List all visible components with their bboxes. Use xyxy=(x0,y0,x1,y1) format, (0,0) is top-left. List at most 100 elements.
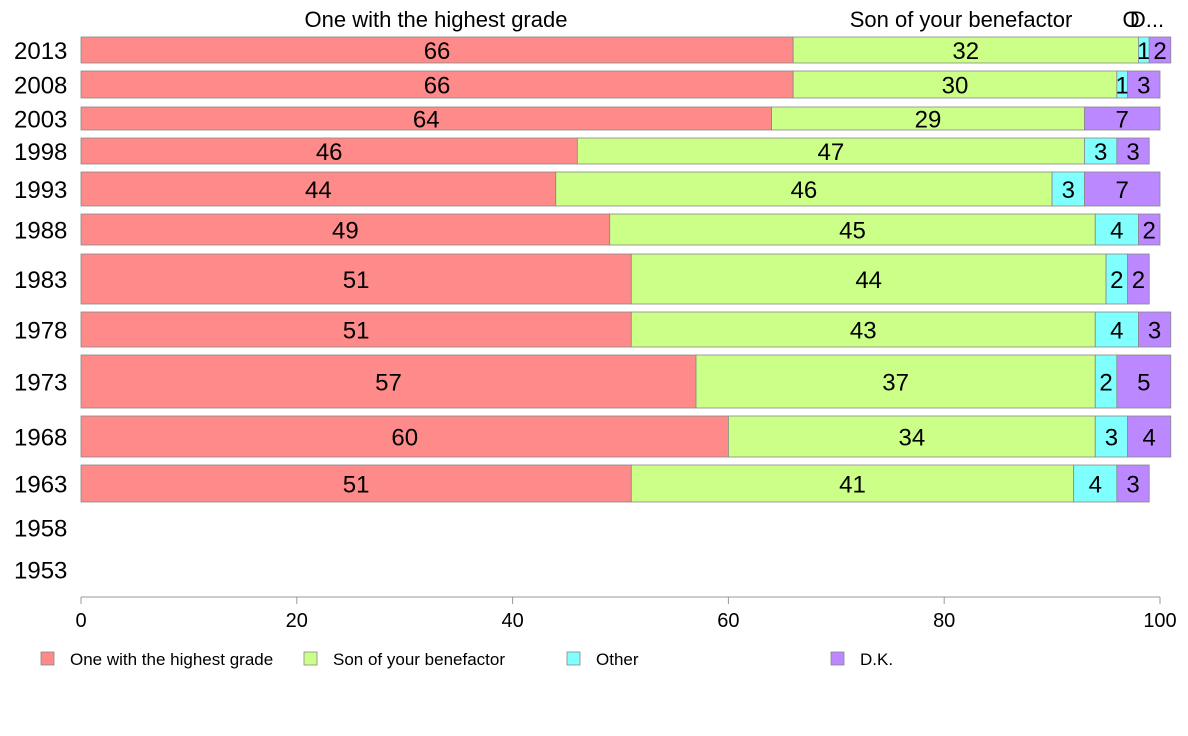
x-tick-label-100: 100 xyxy=(1143,610,1176,632)
bar-segment-1998-s1 xyxy=(576,137,1085,165)
data-label-1978-s1: 43 xyxy=(850,318,877,345)
bar-segment-1993-s3 xyxy=(1084,171,1161,207)
data-label-1973-s0: 57 xyxy=(375,370,402,397)
year-label-1973: 1973 xyxy=(14,370,67,397)
data-label-2013-s2: 1 xyxy=(1137,38,1150,65)
bar-segment-1983-s1 xyxy=(630,253,1107,305)
legend: One with the highest grade Son of your be… xyxy=(40,650,893,669)
bar-segment-1988-s2 xyxy=(1094,213,1139,246)
year-label-1993: 1993 xyxy=(14,177,67,204)
data-label-2003-s0: 64 xyxy=(413,107,440,134)
bar-segment-1978-s3 xyxy=(1138,311,1172,348)
legend-swatch-0 xyxy=(40,651,55,666)
year-label-1958: 1958 xyxy=(14,516,67,543)
data-label-1998-s1: 47 xyxy=(818,139,845,166)
data-label-1988-s0: 49 xyxy=(332,218,359,245)
data-label-1963-s1: 41 xyxy=(839,472,866,499)
data-label-1993-s2: 3 xyxy=(1062,177,1075,204)
bar-segment-2003-s3 xyxy=(1084,106,1161,131)
column-headers: One with the highest grade Son of your b… xyxy=(305,7,1165,32)
data-label-2003-s1: 29 xyxy=(915,107,942,134)
legend-label-2: Other xyxy=(596,650,639,669)
year-label-2013: 2013 xyxy=(14,38,67,65)
x-tick-label-80: 80 xyxy=(933,610,955,632)
data-label-1963-s0: 51 xyxy=(343,472,370,499)
data-label-1983-s3: 2 xyxy=(1132,267,1145,294)
bar-segment-1968-s3 xyxy=(1127,415,1172,458)
data-label-1998-s2: 3 xyxy=(1094,139,1107,166)
data-label-1968-s1: 34 xyxy=(898,425,925,452)
year-label-1983: 1983 xyxy=(14,267,67,294)
bar-segment-1963-s0 xyxy=(80,464,632,503)
legend-label-1: Son of your benefactor xyxy=(333,650,505,669)
x-tick-label-40: 40 xyxy=(501,610,523,632)
bar-segment-2008-s0 xyxy=(80,70,794,99)
data-label-1963-s2: 4 xyxy=(1089,472,1102,499)
bar-segment-1998-s3 xyxy=(1116,137,1150,165)
data-label-2008-s0: 66 xyxy=(424,73,451,100)
data-label-1988-s2: 4 xyxy=(1110,218,1123,245)
bar-segment-1973-s0 xyxy=(80,354,697,409)
x-tick-label-60: 60 xyxy=(717,610,739,632)
year-label-1963: 1963 xyxy=(14,472,67,499)
bar-segment-1963-s3 xyxy=(1116,464,1150,503)
data-label-1963-s3: 3 xyxy=(1126,472,1139,499)
data-label-1968-s2: 3 xyxy=(1105,425,1118,452)
x-tick-label-0: 0 xyxy=(75,610,86,632)
data-label-1973-s2: 2 xyxy=(1099,370,1112,397)
data-label-1968-s0: 60 xyxy=(391,425,418,452)
bar-segment-1998-s0 xyxy=(80,137,578,165)
data-label-1993-s1: 46 xyxy=(791,177,818,204)
data-label-1998-s0: 46 xyxy=(316,139,343,166)
bar-segment-1978-s2 xyxy=(1094,311,1139,348)
data-label-1978-s3: 3 xyxy=(1148,318,1161,345)
bar-segment-1993-s1 xyxy=(555,171,1053,207)
year-label-1968: 1968 xyxy=(14,425,67,452)
legend-label-3: D.K. xyxy=(860,650,893,669)
data-label-1978-s0: 51 xyxy=(343,318,370,345)
x-tick-label-20: 20 xyxy=(286,610,308,632)
column-header-dk: D... xyxy=(1130,7,1164,32)
column-header-highest-grade: One with the highest grade xyxy=(305,7,568,32)
bar-segment-1963-s2 xyxy=(1073,464,1118,503)
legend-swatch-3 xyxy=(830,651,845,666)
year-label-1988: 1988 xyxy=(14,218,67,245)
bar-segment-1988-s1 xyxy=(609,213,1096,246)
bar-segment-2008-s3 xyxy=(1127,70,1161,99)
bar-segment-1998-s2 xyxy=(1084,137,1118,165)
data-label-2003-s3: 7 xyxy=(1116,107,1129,134)
data-label-1983-s2: 2 xyxy=(1110,267,1123,294)
data-label-1973-s3: 5 xyxy=(1137,370,1150,397)
data-label-2008-s1: 30 xyxy=(942,73,969,100)
bar-segment-1963-s1 xyxy=(630,464,1075,503)
year-label-2003: 2003 xyxy=(14,107,67,134)
year-label-1998: 1998 xyxy=(14,139,67,166)
data-label-1993-s0: 44 xyxy=(305,177,332,204)
bar-segment-2013-s3 xyxy=(1148,36,1172,64)
data-label-2013-s3: 2 xyxy=(1153,38,1166,65)
data-label-1983-s0: 51 xyxy=(343,267,370,294)
year-label-1978: 1978 xyxy=(14,318,67,345)
column-header-other: O xyxy=(1122,7,1139,32)
data-label-1983-s1: 44 xyxy=(855,267,882,294)
bars-layer: 66 32 1 266 30 1 364 29 746 47 3 344 46 3 749 45 4 251 44 2… xyxy=(80,36,1172,503)
bar-segment-1968-s1 xyxy=(728,415,1096,458)
data-label-1973-s1: 37 xyxy=(882,370,909,397)
data-label-2013-s0: 66 xyxy=(424,38,451,65)
bar-segment-1978-s0 xyxy=(80,311,632,348)
data-label-2008-s3: 3 xyxy=(1137,73,1150,100)
year-label-2008: 2008 xyxy=(14,73,67,100)
bar-segment-1973-s3 xyxy=(1116,354,1172,409)
data-label-2013-s1: 32 xyxy=(952,38,979,65)
legend-label-0: One with the highest grade xyxy=(70,650,273,669)
bar-segment-2013-s1 xyxy=(792,36,1139,64)
data-label-1988-s1: 45 xyxy=(839,218,866,245)
bar-segment-1983-s0 xyxy=(80,253,632,305)
year-label-1953: 1953 xyxy=(14,558,67,585)
data-label-1998-s3: 3 xyxy=(1126,139,1139,166)
column-header-benefactor: Son of your benefactor xyxy=(850,7,1073,32)
bar-segment-1983-s3 xyxy=(1127,253,1150,305)
data-label-1988-s3: 2 xyxy=(1143,218,1156,245)
legend-swatch-2 xyxy=(566,651,581,666)
